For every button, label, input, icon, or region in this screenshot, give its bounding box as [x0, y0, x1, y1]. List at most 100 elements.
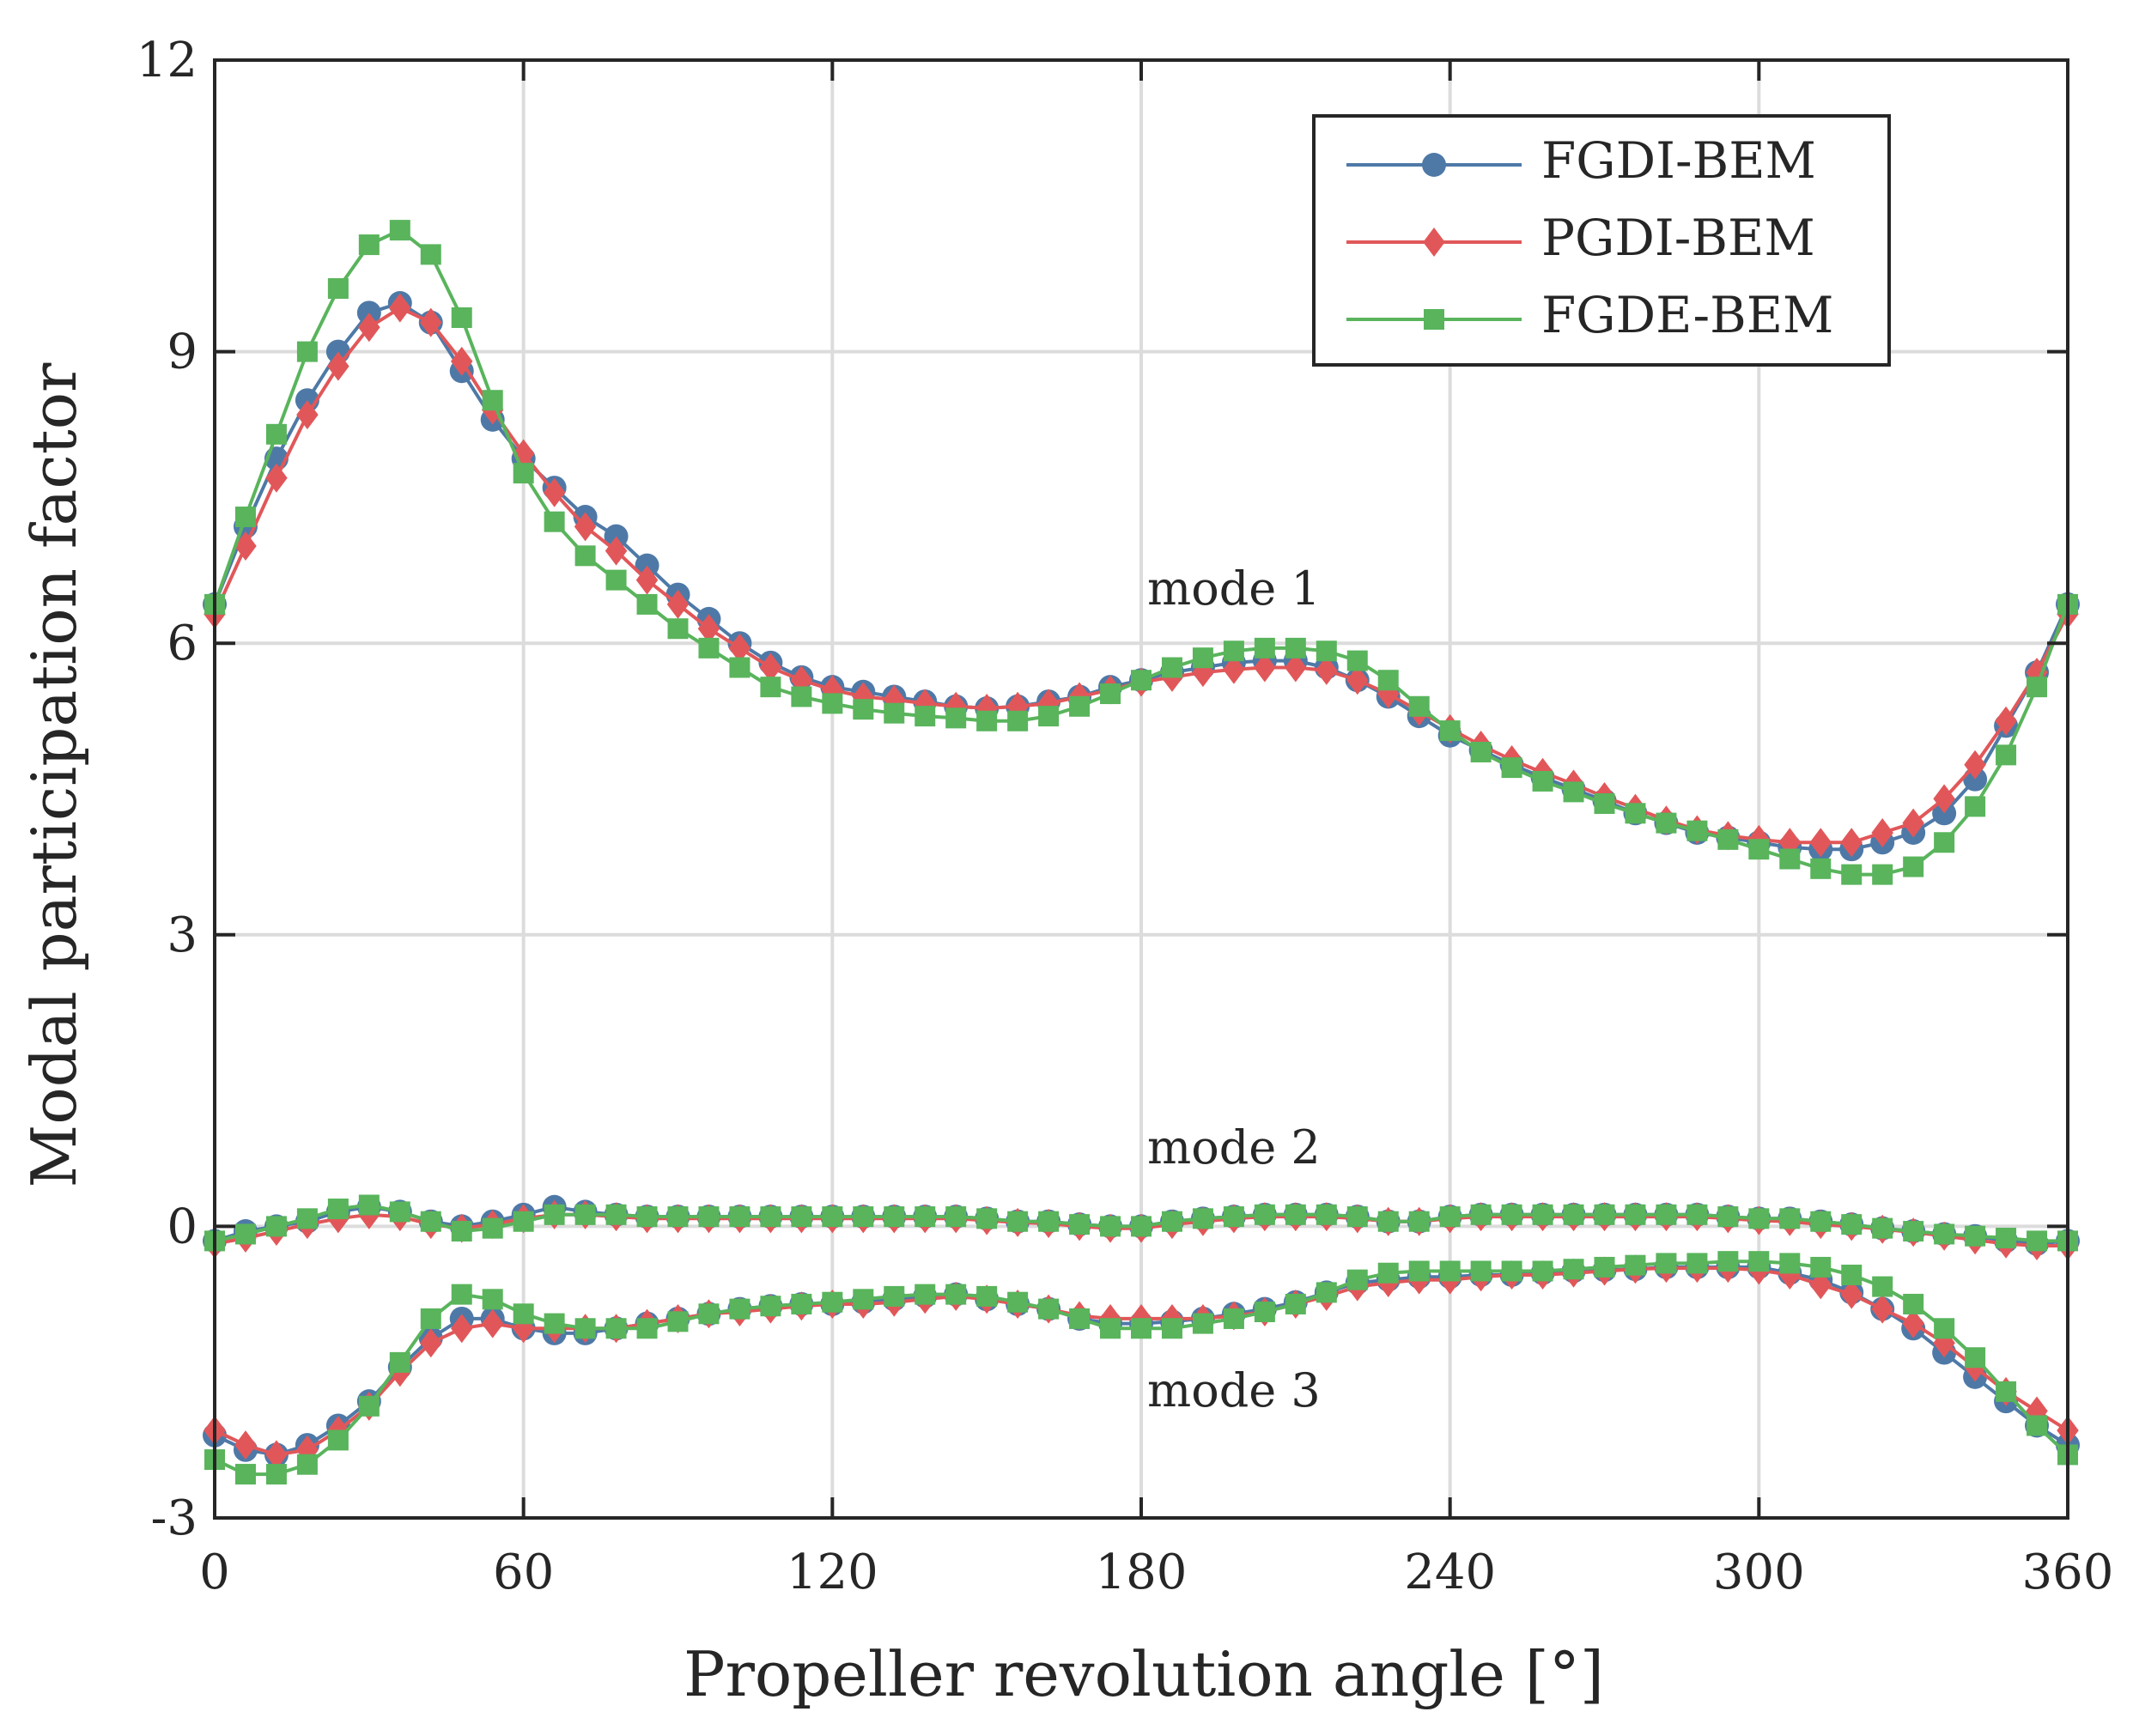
data-point-square — [234, 1223, 256, 1245]
data-point-square — [544, 511, 565, 532]
data-point-diamond — [327, 351, 349, 381]
data-point-square — [1161, 1211, 1182, 1232]
data-point-square — [1717, 1206, 1739, 1228]
data-point-square — [1686, 1253, 1708, 1274]
data-point-square — [1346, 650, 1368, 671]
data-point-square — [1779, 1253, 1801, 1274]
data-point-square — [1965, 796, 1986, 817]
data-point-diamond — [1423, 228, 1445, 257]
data-point-square — [1377, 1211, 1399, 1232]
data-point-square — [1192, 1208, 1213, 1229]
x-tick-label: 120 — [787, 1545, 878, 1600]
data-point-square — [1038, 1298, 1060, 1320]
data-point-square — [822, 693, 843, 714]
data-point-diamond — [296, 400, 319, 430]
data-point-diamond — [389, 293, 411, 323]
data-point-square — [729, 657, 750, 678]
data-point-square — [2027, 1415, 2048, 1436]
legend-label-fgdi: FGDI-BEM — [1541, 131, 1816, 190]
data-point-square — [1501, 1204, 1522, 1225]
data-point-square — [1934, 832, 1955, 853]
y-axis-label: Modal participation factor — [18, 362, 90, 1188]
data-point-square — [1470, 1260, 1492, 1282]
data-point-square — [1007, 710, 1029, 731]
data-point-square — [1439, 1260, 1461, 1282]
data-point-square — [1748, 839, 1770, 860]
data-point-diamond — [265, 1440, 288, 1470]
data-point-square — [698, 1303, 720, 1325]
data-point-square — [1625, 803, 1646, 824]
series-fgde-bem-mode-3 — [204, 1251, 2078, 1485]
data-point-square — [265, 423, 287, 445]
data-point-square — [1007, 1291, 1029, 1313]
data-point-square — [729, 1206, 750, 1228]
data-point-diamond — [234, 531, 257, 561]
data-point-square — [667, 1206, 689, 1228]
data-point-square — [976, 1285, 998, 1307]
data-point-square — [1100, 683, 1121, 705]
data-point-square — [1563, 781, 1584, 803]
data-point-diamond — [759, 653, 782, 683]
data-point-diamond — [1809, 828, 1832, 858]
data-point-square — [327, 278, 349, 300]
data-point-square — [1810, 1211, 1832, 1232]
data-point-square — [976, 1208, 998, 1229]
data-point-square — [853, 699, 874, 720]
data-point-diamond — [1964, 750, 1986, 780]
data-point-square — [296, 1454, 318, 1475]
data-point-square — [1439, 1206, 1461, 1228]
annotations: mode 1 mode 2 mode 3 — [1147, 561, 1321, 1417]
data-point-square — [1532, 1204, 1553, 1225]
data-point-square — [234, 507, 256, 528]
data-point-square — [451, 1221, 472, 1242]
x-tick-label: 360 — [2022, 1545, 2114, 1600]
data-point-square — [1532, 770, 1553, 792]
data-point-square — [1377, 1262, 1399, 1284]
data-point-square — [389, 1351, 410, 1373]
data-point-square — [1377, 670, 1399, 691]
data-point-square — [482, 1217, 503, 1239]
data-point-square — [234, 1464, 256, 1485]
data-point-square — [1965, 1225, 1986, 1247]
data-point-square — [605, 569, 627, 591]
data-point-square — [1161, 657, 1182, 678]
data-point-square — [265, 1464, 287, 1485]
data-point-square — [636, 593, 658, 615]
data-point-square — [667, 1311, 689, 1332]
data-point-square — [667, 618, 689, 640]
data-point-square — [1903, 856, 1924, 877]
data-point-square — [420, 244, 441, 265]
data-point-square — [1285, 1293, 1306, 1314]
data-point-square — [1656, 812, 1677, 834]
data-point-square — [1501, 1260, 1522, 1282]
data-point-square — [1717, 1251, 1739, 1272]
data-point-square — [1007, 1211, 1029, 1232]
data-point-square — [1223, 1308, 1244, 1329]
data-point-square — [1192, 1313, 1213, 1334]
data-point-square — [791, 1206, 812, 1228]
data-point-square — [1903, 1221, 1924, 1242]
data-point-square — [915, 706, 936, 727]
y-tick-label: -3 — [150, 1490, 198, 1546]
data-point-square — [945, 707, 967, 729]
data-point-square — [513, 463, 534, 484]
data-point-square — [296, 341, 318, 362]
data-point-diamond — [1840, 1279, 1863, 1309]
data-point-diamond — [605, 536, 628, 566]
data-point-square — [1625, 1254, 1646, 1276]
data-point-square — [1594, 1204, 1615, 1225]
data-point-diamond — [450, 1314, 473, 1344]
data-point-square — [1717, 829, 1739, 850]
data-point-square — [1779, 848, 1801, 870]
data-point-square — [1686, 1204, 1708, 1225]
data-point-square — [698, 1206, 720, 1228]
data-point-square — [2027, 1230, 2048, 1252]
y-tick-label: 0 — [167, 1199, 198, 1254]
data-point-square — [513, 1211, 534, 1232]
data-point-square — [915, 1206, 936, 1228]
data-point-square — [1038, 1211, 1060, 1232]
data-point-diamond — [1871, 817, 1893, 847]
data-point-square — [296, 1208, 318, 1229]
data-point-square — [358, 1194, 380, 1216]
data-point-square — [1594, 1256, 1615, 1278]
